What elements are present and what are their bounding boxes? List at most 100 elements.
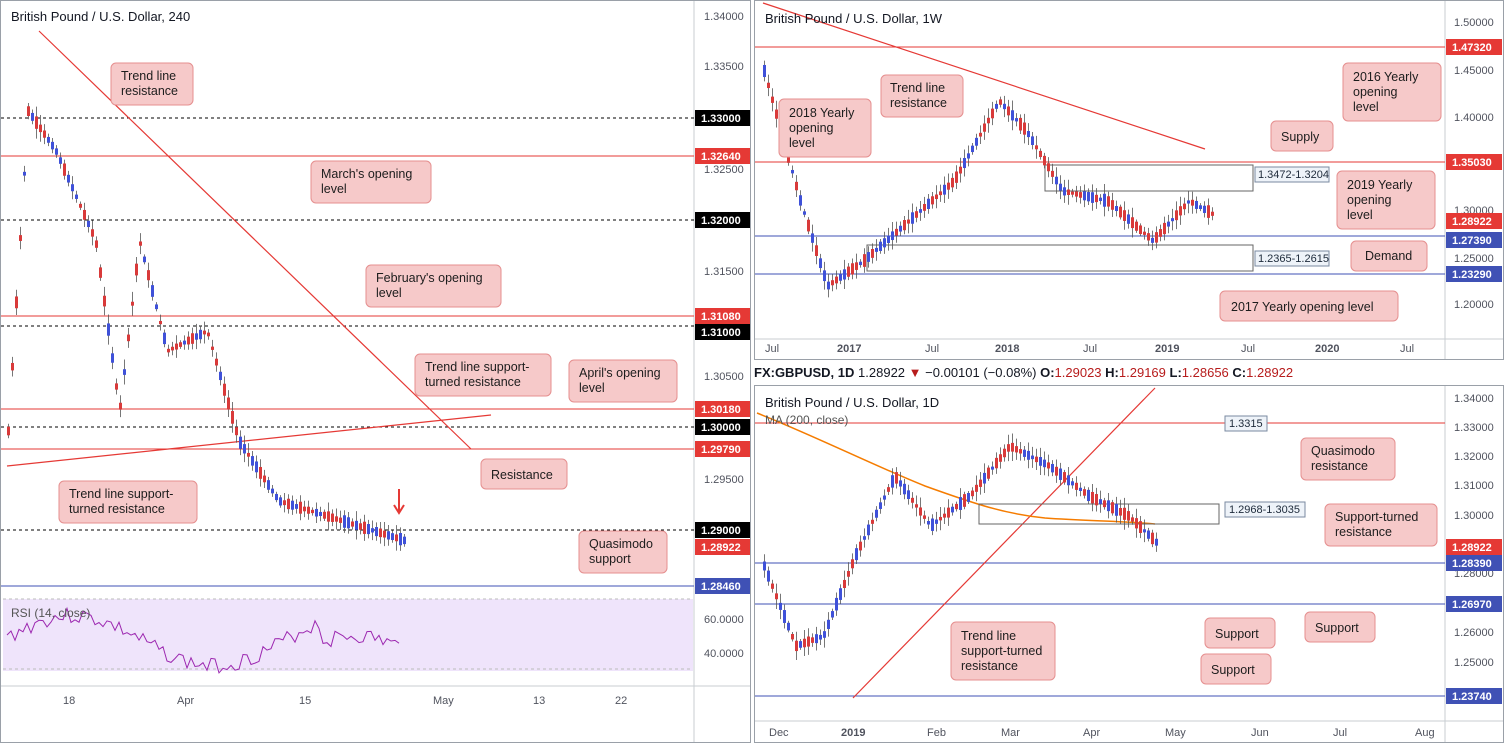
chart-1w-svg[interactable]: British Pound / U.S. Dollar, 1W 1.3472-1… xyxy=(755,1,1504,360)
note-feb-open[interactable]: February's opening level xyxy=(365,264,502,308)
candle-body xyxy=(819,634,822,640)
candle-body xyxy=(255,461,258,473)
candle-body xyxy=(291,500,294,510)
note-trend-resistance-4h[interactable]: Trend line resistance xyxy=(110,62,194,106)
price-tick: 1.45000 xyxy=(1454,65,1494,77)
note-2018-yearly-open[interactable]: 2018 Yearly opening level xyxy=(778,98,872,158)
chart-1d-panel[interactable]: British Pound / U.S. Dollar, 1D MA (200,… xyxy=(754,385,1504,743)
candle-body xyxy=(811,233,814,243)
trendline-resistance-4h[interactable] xyxy=(38,30,472,450)
candle-body xyxy=(1031,136,1034,146)
candle-body xyxy=(795,640,798,652)
candle-body xyxy=(115,383,118,390)
chart-1w-panel[interactable]: British Pound / U.S. Dollar, 1W 1.3472-1… xyxy=(754,0,1504,360)
note-tl-support-turned-1[interactable]: Trend line support- turned resistance xyxy=(414,353,552,397)
chart-4h-svg[interactable]: British Pound / U.S. Dollar, 240 RSI (14… xyxy=(1,1,751,743)
svg-text:2017 Yearly opening level: 2017 Yearly opening level xyxy=(1231,300,1373,314)
note-march-open[interactable]: March's opening level xyxy=(310,160,432,204)
candle-body xyxy=(219,371,222,381)
time-tick: 2017 xyxy=(837,343,861,355)
candle-body xyxy=(803,211,806,215)
note-resistance-4h[interactable]: Resistance xyxy=(480,458,568,490)
svg-text:level: level xyxy=(321,182,347,196)
note-tl-support-turned-1d[interactable]: Trend line support-turned resistance xyxy=(950,621,1056,681)
trendline-support-turned-1d[interactable] xyxy=(852,387,1156,699)
candle-body xyxy=(1179,206,1182,216)
candle-body xyxy=(971,490,974,497)
svg-text:Support-turned: Support-turned xyxy=(1335,510,1418,524)
supply-zone[interactable] xyxy=(1044,164,1254,192)
candle-body xyxy=(1015,446,1018,453)
candle-body xyxy=(951,177,954,188)
note-2019-yearly-open[interactable]: 2019 Yearly opening level xyxy=(1336,170,1436,230)
time-tick: 2019 xyxy=(1155,343,1179,355)
candle-body xyxy=(915,211,918,218)
candle-body xyxy=(183,340,186,345)
note-qm-support[interactable]: Quasimodo support xyxy=(578,530,668,574)
candle-body xyxy=(1075,482,1078,490)
chart-1d-svg[interactable]: British Pound / U.S. Dollar, 1D MA (200,… xyxy=(755,386,1504,743)
note-tl-support-turned-2[interactable]: Trend line support- turned resistance xyxy=(58,480,198,524)
price-tick: 1.32500 xyxy=(704,164,744,176)
candle-body xyxy=(931,518,934,531)
time-tick: Jul xyxy=(765,343,779,355)
note-trend-resistance-1w[interactable]: Trend line resistance xyxy=(880,74,964,118)
candle-body xyxy=(987,467,990,479)
candle-body xyxy=(375,527,378,537)
candle-body xyxy=(1027,450,1030,460)
candle-body xyxy=(231,411,234,424)
candle-body xyxy=(1059,183,1062,191)
down-triangle-icon: ▼ xyxy=(908,365,922,380)
time-tick: Dec xyxy=(769,727,789,739)
price-tag-1d-12892: 1.28922 xyxy=(1446,539,1502,555)
candle-body xyxy=(791,634,794,640)
candle-body xyxy=(1067,475,1070,486)
note-supply[interactable]: Supply xyxy=(1270,120,1334,152)
candle-body xyxy=(347,517,350,529)
trendline-resistance-1w[interactable] xyxy=(762,2,1206,150)
candle-body xyxy=(895,228,898,236)
demand-zone[interactable] xyxy=(866,244,1254,272)
candle-body xyxy=(943,184,946,195)
candles-4h xyxy=(7,103,406,551)
chart-4h-panel[interactable]: British Pound / U.S. Dollar, 240 RSI (14… xyxy=(0,0,751,743)
note-demand[interactable]: Demand xyxy=(1350,240,1428,272)
ma-200-line xyxy=(756,412,1156,525)
candle-body xyxy=(27,106,30,117)
candle-body xyxy=(111,353,114,363)
candle-body xyxy=(271,488,274,494)
note-april-open[interactable]: April's opening level xyxy=(568,359,678,403)
candle-body xyxy=(323,511,326,519)
time-tick: Jul xyxy=(1400,343,1414,355)
candle-body xyxy=(1115,503,1118,516)
svg-text:support-turned: support-turned xyxy=(961,644,1042,658)
note-support-b[interactable]: Support xyxy=(1304,611,1376,643)
note-2017-yearly-open[interactable]: 2017 Yearly opening level xyxy=(1219,290,1399,322)
candle-body xyxy=(239,436,242,449)
trendline-support-turned-4h[interactable] xyxy=(6,414,492,467)
close-value: 1.28922 xyxy=(1246,365,1294,380)
note-qm-resistance[interactable]: Quasimodo resistance xyxy=(1300,437,1396,481)
note-support-c[interactable]: Support xyxy=(1200,653,1272,685)
svg-text:level: level xyxy=(579,381,605,395)
note-support-turned-1d[interactable]: Support-turned resistance xyxy=(1324,503,1438,547)
candle-body xyxy=(859,261,862,266)
candle-body xyxy=(1139,521,1142,533)
svg-text:2019 Yearly: 2019 Yearly xyxy=(1347,178,1413,192)
candle-body xyxy=(799,195,802,206)
svg-text:1.23740: 1.23740 xyxy=(1452,691,1492,703)
note-support-a[interactable]: Support xyxy=(1204,617,1276,649)
candle-body xyxy=(243,444,246,454)
candle-body xyxy=(1159,229,1162,237)
svg-text:level: level xyxy=(376,286,402,300)
svg-text:opening: opening xyxy=(789,121,834,135)
svg-text:1.3472-1.3204: 1.3472-1.3204 xyxy=(1258,169,1329,181)
candle-body xyxy=(11,362,14,371)
candle-body xyxy=(1087,489,1090,502)
price-tick: 1.29500 xyxy=(704,474,744,486)
candle-body xyxy=(107,323,110,336)
note-2016-yearly-open[interactable]: 2016 Yearly opening level xyxy=(1342,62,1442,122)
svg-text:1.23290: 1.23290 xyxy=(1452,269,1492,281)
candle-body xyxy=(15,296,18,309)
price-tag-1w-12892: 1.28922 xyxy=(1446,213,1502,229)
